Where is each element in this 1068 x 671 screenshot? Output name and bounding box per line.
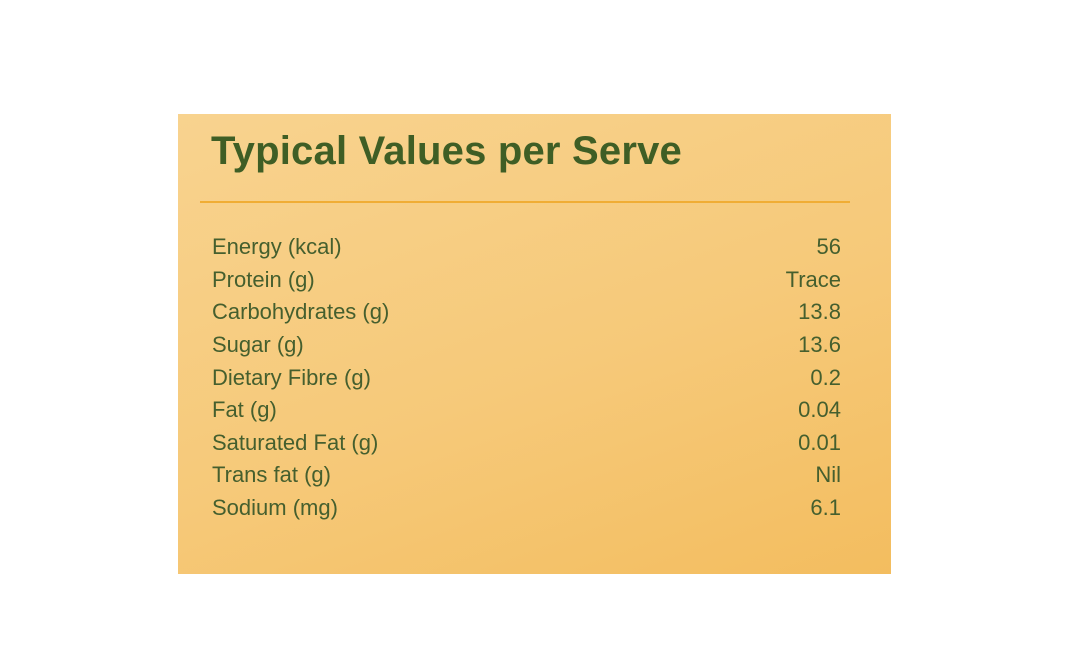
nutrient-label: Fat (g) xyxy=(212,397,277,423)
nutrition-row-carbohydrates: Carbohydrates (g) 13.8 xyxy=(212,296,841,329)
nutrition-row-saturated-fat: Saturated Fat (g) 0.01 xyxy=(212,427,841,460)
nutrient-value: 13.8 xyxy=(798,299,841,325)
nutrition-panel: Typical Values per Serve Energy (kcal) 5… xyxy=(178,114,891,574)
nutrient-value: 0.01 xyxy=(798,429,841,455)
nutrition-row-sugar: Sugar (g) 13.6 xyxy=(212,329,841,362)
panel-title: Typical Values per Serve xyxy=(211,129,682,173)
nutrient-value: 0.04 xyxy=(798,397,841,423)
nutrition-row-protein: Protein (g) Trace xyxy=(212,264,841,297)
nutrient-label: Dietary Fibre (g) xyxy=(212,364,371,390)
nutrient-label: Protein (g) xyxy=(212,266,315,292)
nutrition-row-dietary-fibre: Dietary Fibre (g) 0.2 xyxy=(212,361,841,394)
title-divider xyxy=(200,201,850,203)
nutrient-label: Trans fat (g) xyxy=(212,462,331,488)
nutrition-row-sodium: Sodium (mg) 6.1 xyxy=(212,492,841,525)
nutrition-row-energy: Energy (kcal) 56 xyxy=(212,231,841,264)
nutrient-value: 6.1 xyxy=(810,495,841,521)
nutrient-value: 13.6 xyxy=(798,332,841,358)
nutrient-label: Carbohydrates (g) xyxy=(212,299,390,325)
nutrient-value: 56 xyxy=(816,234,841,260)
nutrient-value: 0.2 xyxy=(810,364,841,390)
nutrient-value: Nil xyxy=(815,462,841,488)
nutrient-label: Energy (kcal) xyxy=(212,234,342,260)
nutrition-table: Energy (kcal) 56 Protein (g) Trace Carbo… xyxy=(212,231,841,524)
nutrient-label: Sodium (mg) xyxy=(212,495,338,521)
nutrient-value: Trace xyxy=(785,266,841,292)
nutrient-label: Sugar (g) xyxy=(212,332,304,358)
nutrition-row-trans-fat: Trans fat (g) Nil xyxy=(212,459,841,492)
nutrient-label: Saturated Fat (g) xyxy=(212,429,379,455)
nutrition-row-fat: Fat (g) 0.04 xyxy=(212,394,841,427)
